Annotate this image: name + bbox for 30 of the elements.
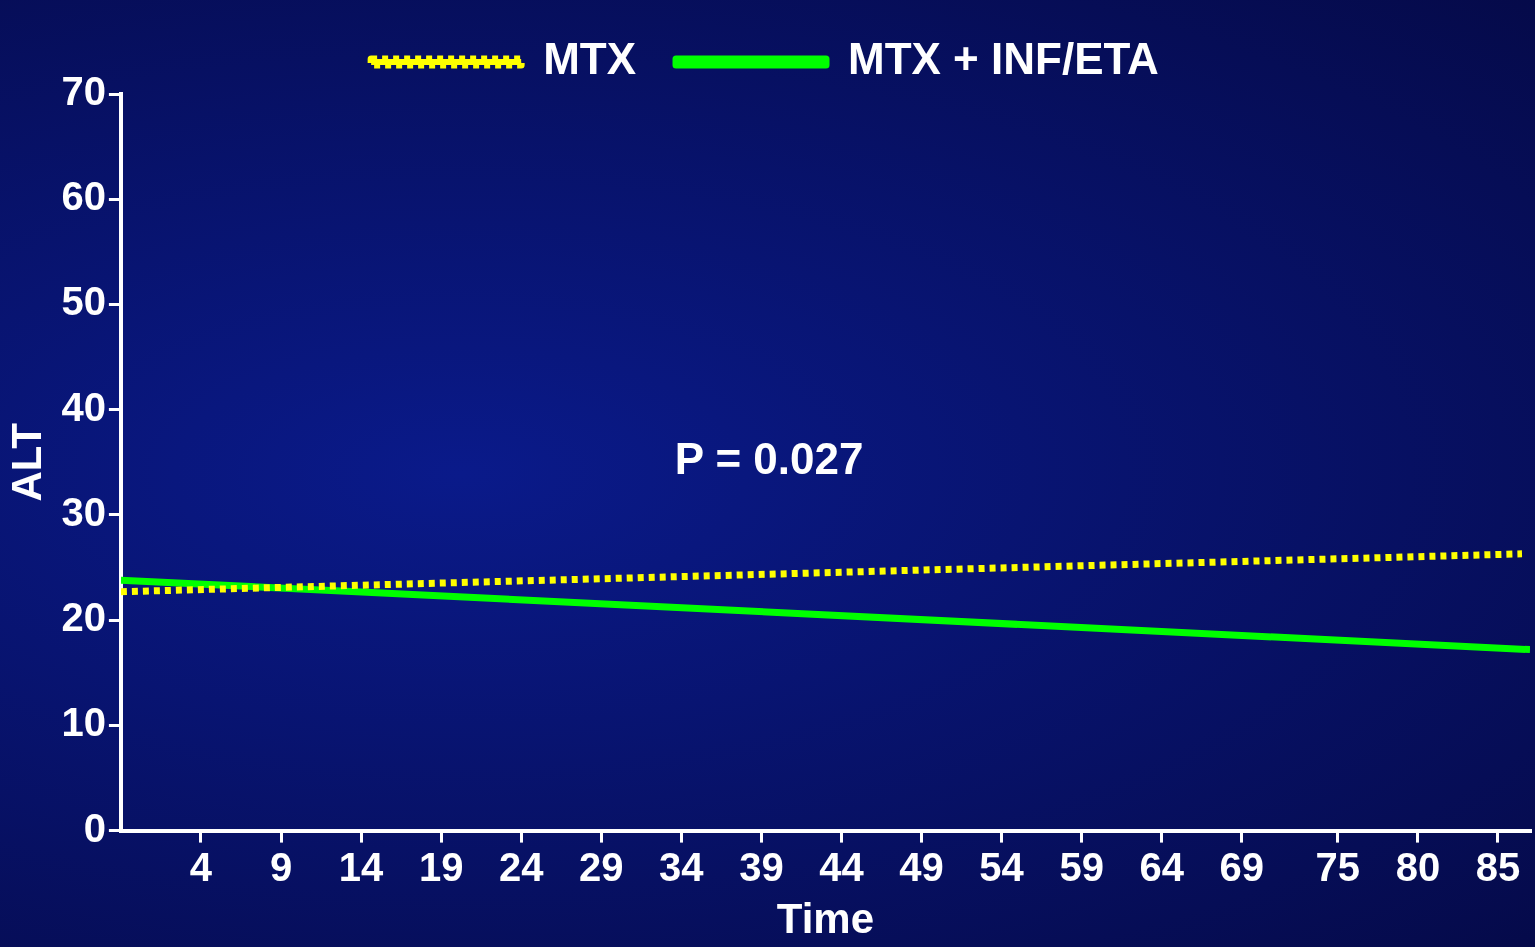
y-axis-title: ALT [2,422,50,502]
y-tick-label: 0 [83,805,106,850]
x-tick-label: 29 [579,844,624,889]
x-tick-label: 14 [338,844,385,889]
x-tick-label: 19 [418,844,464,889]
y-tick-label: 50 [61,279,106,324]
x-tick-label: 24 [498,844,545,889]
legend-label: MTX [543,34,637,84]
x-tick-label: 64 [1139,844,1185,889]
y-tick-label: 10 [61,700,106,745]
y-tick-label: 70 [61,69,106,114]
y-tick-label: 30 [61,489,106,534]
y-tick-label: 20 [61,595,106,640]
x-tick-label: 39 [739,844,784,889]
x-tick-label: 54 [979,844,1025,889]
y-tick-label: 40 [61,384,106,429]
x-tick-label: 80 [1395,844,1441,889]
x-tick-label: 49 [899,844,944,889]
x-tick-label: 75 [1315,844,1361,889]
x-axis-title: Time [776,895,875,943]
x-tick-label: 59 [1059,844,1104,889]
x-tick-label: 69 [1219,844,1265,889]
x-tick-label: 9 [269,844,293,889]
x-tick-label: 44 [819,844,865,889]
x-tick-label: 4 [189,844,213,889]
annotation: P = 0.027 [674,434,864,484]
legend-label: MTX + INF/ETA [848,34,1159,84]
y-tick-label: 60 [61,174,106,219]
x-tick-label: 85 [1475,844,1521,889]
x-tick-label: 34 [659,844,705,889]
